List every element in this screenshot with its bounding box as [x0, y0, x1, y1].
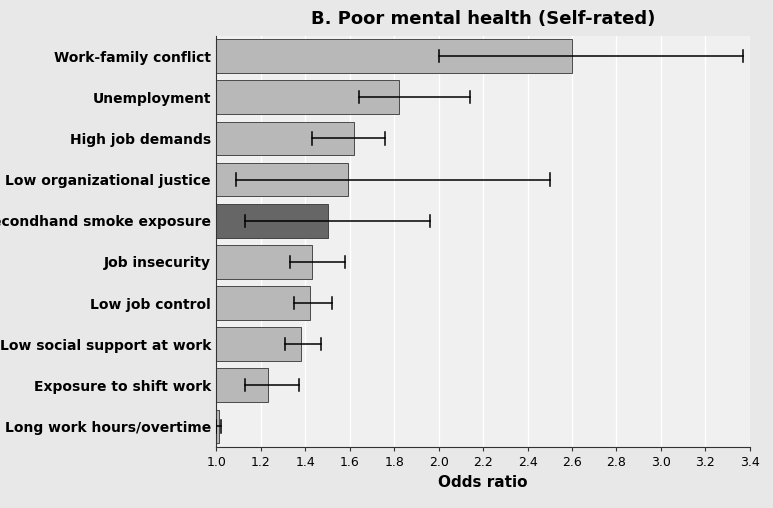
Bar — [216, 245, 312, 279]
Bar — [216, 204, 328, 238]
Bar — [216, 368, 267, 402]
Bar — [216, 163, 348, 197]
Bar — [216, 286, 310, 320]
Bar — [216, 121, 354, 155]
Bar — [216, 409, 219, 443]
Bar — [216, 80, 399, 114]
Title: B. Poor mental health (Self-rated): B. Poor mental health (Self-rated) — [311, 11, 656, 28]
X-axis label: Odds ratio: Odds ratio — [438, 474, 528, 490]
Bar — [216, 327, 301, 361]
Bar — [216, 39, 572, 73]
